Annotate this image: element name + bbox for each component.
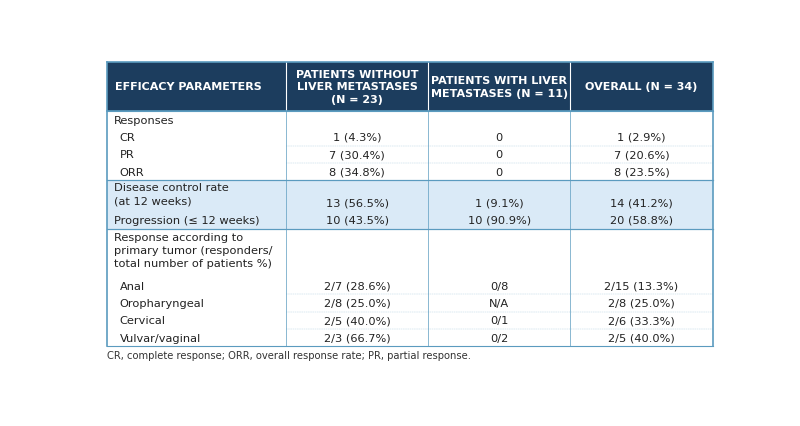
Text: PATIENTS WITHOUT
LIVER METASTASES
(N = 23): PATIENTS WITHOUT LIVER METASTASES (N = 2… — [296, 70, 418, 104]
Text: 0/8: 0/8 — [490, 281, 509, 291]
Text: 2/5 (40.0%): 2/5 (40.0%) — [324, 316, 390, 325]
Text: 8 (34.8%): 8 (34.8%) — [329, 167, 385, 177]
Text: ORR: ORR — [120, 167, 145, 177]
Text: 2/5 (40.0%): 2/5 (40.0%) — [608, 333, 675, 343]
Text: Responses: Responses — [114, 115, 174, 125]
Text: 1 (2.9%): 1 (2.9%) — [618, 132, 666, 143]
Text: Disease control rate
(at 12 weeks): Disease control rate (at 12 weeks) — [114, 183, 228, 206]
Text: Cervical: Cervical — [120, 316, 166, 325]
Text: 2/6 (33.3%): 2/6 (33.3%) — [608, 316, 675, 325]
Text: 2/7 (28.6%): 2/7 (28.6%) — [324, 281, 390, 291]
Text: Progression (≤ 12 weeks): Progression (≤ 12 weeks) — [114, 216, 259, 225]
Text: 10 (90.9%): 10 (90.9%) — [468, 216, 531, 225]
Text: 2/15 (13.3%): 2/15 (13.3%) — [604, 281, 678, 291]
Text: 0/1: 0/1 — [490, 316, 509, 325]
Text: 13 (56.5%): 13 (56.5%) — [326, 198, 389, 208]
Text: 2/3 (66.7%): 2/3 (66.7%) — [324, 333, 390, 343]
Text: 0: 0 — [496, 150, 503, 160]
Text: 10 (43.5%): 10 (43.5%) — [326, 216, 389, 225]
Text: 20 (58.8%): 20 (58.8%) — [610, 216, 673, 225]
Text: 0/2: 0/2 — [490, 333, 508, 343]
Text: Anal: Anal — [120, 281, 145, 291]
Text: 0: 0 — [496, 167, 503, 177]
Text: N/A: N/A — [489, 298, 510, 308]
Text: Response according to
primary tumor (responders/
total number of patients %): Response according to primary tumor (res… — [114, 232, 272, 268]
Text: 0: 0 — [496, 132, 503, 143]
Text: OVERALL (N = 34): OVERALL (N = 34) — [586, 82, 698, 92]
Text: 1 (9.1%): 1 (9.1%) — [475, 198, 523, 208]
Text: 7 (30.4%): 7 (30.4%) — [329, 150, 385, 160]
Text: 8 (23.5%): 8 (23.5%) — [614, 167, 670, 177]
Text: 2/8 (25.0%): 2/8 (25.0%) — [324, 298, 390, 308]
Text: 2/8 (25.0%): 2/8 (25.0%) — [608, 298, 675, 308]
Text: CR: CR — [120, 132, 135, 143]
Text: Oropharyngeal: Oropharyngeal — [120, 298, 205, 308]
Text: EFFICACY PARAMETERS: EFFICACY PARAMETERS — [115, 82, 262, 92]
Text: CR, complete response; ORR, overall response rate; PR, partial response.: CR, complete response; ORR, overall resp… — [107, 350, 471, 360]
Text: 14 (41.2%): 14 (41.2%) — [610, 198, 673, 208]
Text: PR: PR — [120, 150, 134, 160]
Text: Vulvar/vaginal: Vulvar/vaginal — [120, 333, 201, 343]
Text: 1 (4.3%): 1 (4.3%) — [333, 132, 382, 143]
Text: 7 (20.6%): 7 (20.6%) — [614, 150, 670, 160]
Text: PATIENTS WITH LIVER
METASTASES (N = 11): PATIENTS WITH LIVER METASTASES (N = 11) — [430, 76, 568, 98]
